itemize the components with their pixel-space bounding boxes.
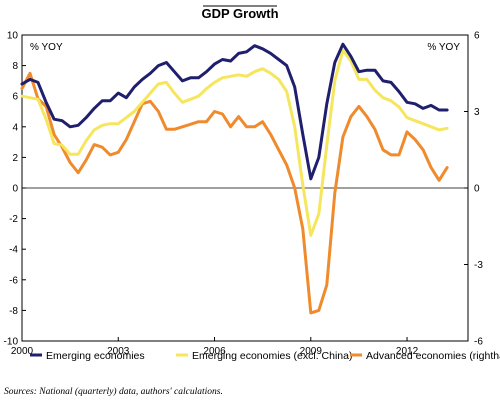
- x-tick-label: 2003: [107, 346, 130, 357]
- left-tick-label: 6: [12, 92, 18, 103]
- legend: Emerging economies Emerging economies (ex…: [30, 350, 500, 362]
- left-tick-label: -6: [9, 275, 18, 286]
- x-tick-label: 2006: [203, 346, 226, 357]
- x-tick-label: 2000: [11, 346, 34, 357]
- left-tick-label: -8: [9, 306, 18, 317]
- legend-label-3: Advanced economies (righthand scale): [366, 350, 500, 362]
- left-tick-label: 4: [12, 122, 18, 133]
- left-tick-label: 0: [12, 184, 18, 195]
- legend-label-1: Emerging economies: [46, 350, 145, 362]
- series-line-3: [20, 71, 449, 315]
- right-tick-label: 3: [474, 107, 480, 118]
- x-tick-label: 2009: [300, 346, 323, 357]
- series-line-2: [20, 48, 449, 237]
- source-note: Sources: National (quarterly) data, auth…: [4, 386, 223, 397]
- series-line-1: [20, 42, 449, 181]
- x-tick-label: 2012: [396, 346, 419, 357]
- left-tick-label: 2: [12, 153, 18, 164]
- series-lines: [20, 42, 449, 315]
- x-axis: 2000 2003 2006 2009 2012: [11, 337, 419, 357]
- left-tick-label: 8: [12, 61, 18, 72]
- right-axis: -6 -3 0 3 6: [464, 31, 483, 348]
- right-tick-label: 0: [474, 184, 480, 195]
- left-axis: -10 -8 -6 -4 -2 0 2 4 6 8 10: [4, 31, 26, 348]
- right-tick-label: 6: [474, 31, 480, 42]
- left-tick-label: -10: [4, 337, 19, 348]
- right-tick-label: -3: [474, 260, 483, 271]
- left-tick-label: -4: [9, 245, 18, 256]
- left-tick-label: -2: [9, 214, 18, 225]
- left-axis-unit: % YOY: [30, 42, 63, 53]
- right-axis-unit: % YOY: [427, 42, 460, 53]
- right-tick-label: -6: [474, 337, 483, 348]
- chart-title: GDP Growth: [201, 6, 278, 21]
- legend-label-2: Emerging economies (excl. China): [192, 350, 352, 362]
- left-tick-label: 10: [7, 31, 19, 42]
